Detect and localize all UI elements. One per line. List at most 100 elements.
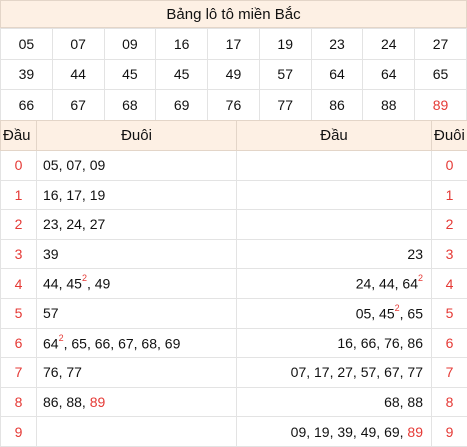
number-list-text: 64: [43, 335, 59, 352]
number-cell: 16: [155, 28, 209, 60]
dau-digit: 6: [0, 327, 37, 359]
head-tail-row: 9 09, 19, 39, 49, 69, 89 9: [0, 416, 467, 447]
number-cell: 86: [310, 89, 364, 121]
number-cell: 88: [362, 89, 416, 121]
header-dau: Đầu: [0, 120, 37, 151]
highlighted-number: 89: [89, 394, 106, 411]
duoi-digit: 5: [431, 297, 467, 329]
duoi-digit: 7: [431, 357, 467, 388]
number-cell: 64: [310, 58, 364, 91]
header-duoi: Đuôi: [36, 120, 237, 151]
number-list-text: 44, 45: [43, 276, 82, 292]
dau-list: 16, 66, 76, 86: [236, 327, 432, 359]
dau-list: 07, 17, 27, 57, 67, 77: [236, 357, 432, 388]
head-tail-row: 6 642, 65, 66, 67, 68, 69 16, 66, 76, 86 6: [0, 327, 467, 359]
numbers-row: 39 44 45 45 49 57 64 64 65: [0, 58, 467, 91]
number-list-text: 39: [43, 246, 59, 263]
number-list-text: 23: [407, 246, 423, 263]
duoi-digit: 4: [431, 268, 467, 299]
header-duoi-right: Đuôi: [431, 120, 467, 151]
duoi-list: 76, 77: [36, 357, 237, 388]
number-list-text: , 65, 66, 67, 68, 69: [63, 335, 181, 352]
number-cell: 45: [155, 58, 209, 91]
dau-list: 68, 88: [236, 386, 432, 418]
number-cell: 27: [414, 28, 467, 60]
number-cell: 39: [0, 58, 53, 91]
number-list-text: , 65: [399, 305, 423, 322]
number-cell: 09: [103, 28, 157, 60]
number-list-text: 05, 45: [355, 305, 395, 322]
dau-list: [236, 150, 432, 181]
number-list-text: 57: [43, 305, 59, 322]
number-list-text: , 49: [86, 276, 111, 292]
count-superscript: 2: [81, 273, 87, 284]
duoi-list: 16, 17, 19: [36, 179, 237, 211]
head-tail-row: 4 44, 452, 49 24, 44, 642 4: [0, 268, 467, 299]
duoi-list: 44, 452, 49: [36, 268, 237, 299]
board-title: Bảng lô tô miền Bắc: [0, 0, 467, 28]
number-cell: 67: [51, 89, 105, 121]
dau-digit: 1: [0, 179, 37, 211]
number-list-text: 24, 44, 64: [355, 276, 418, 292]
duoi-list: 86, 88, 89: [36, 386, 237, 418]
number-cell: 57: [258, 58, 312, 91]
number-cell: 24: [362, 28, 416, 60]
dau-digit: 2: [0, 209, 37, 240]
dau-list: [236, 179, 432, 211]
dau-digit: 7: [0, 357, 37, 388]
number-list-text: 09, 19, 39, 49, 69,: [290, 423, 408, 440]
dau-list: 05, 452, 65: [236, 297, 432, 329]
duoi-digit: 3: [431, 238, 467, 270]
head-tail-row: 0 05, 07, 09 0: [0, 150, 467, 181]
numbers-grid: 05 07 09 16 17 19 23 24 27 39 44 45 45 49 57 64 64 65 66 67…: [0, 28, 467, 121]
head-tail-header-row: Đầu Đuôi Đầu Đuôi: [0, 120, 467, 151]
number-cell: 76: [207, 89, 260, 121]
head-tail-row: 1 16, 17, 19 1: [0, 179, 467, 211]
highlighted-number: 89: [407, 423, 423, 440]
duoi-digit: 0: [431, 150, 467, 181]
number-cell: 05: [0, 28, 53, 60]
dau-list: 23: [236, 238, 432, 270]
number-cell: 49: [207, 58, 260, 91]
head-tail-row: 3 39 23 3: [0, 238, 467, 270]
header-dau-right: Đầu: [236, 120, 432, 151]
number-list-text: 16, 17, 19: [43, 186, 106, 203]
head-tail-row: 2 23, 24, 27 2: [0, 209, 467, 240]
dau-digit: 3: [0, 238, 37, 270]
number-cell: 44: [51, 58, 105, 91]
dau-digit: 0: [0, 150, 37, 181]
duoi-digit: 1: [431, 179, 467, 211]
count-superscript: 2: [394, 302, 400, 313]
number-cell: 89: [414, 89, 467, 121]
numbers-row: 05 07 09 16 17 19 23 24 27: [0, 28, 467, 60]
duoi-list: 23, 24, 27: [36, 209, 237, 240]
number-cell: 23: [310, 28, 364, 60]
number-cell: 66: [0, 89, 53, 121]
dau-list: [236, 209, 432, 240]
number-list-text: 76, 77: [43, 364, 82, 381]
number-list-text: 23, 24, 27: [43, 216, 106, 233]
number-list-text: 05, 07, 09: [43, 157, 106, 174]
count-superscript: 2: [58, 332, 64, 343]
head-tail-row: 7 76, 77 07, 17, 27, 57, 67, 77 7: [0, 357, 467, 388]
number-list-text: 16, 66, 76, 86: [337, 334, 423, 351]
dau-digit: 9: [0, 416, 37, 447]
dau-list: 24, 44, 642: [236, 268, 432, 299]
number-cell: 17: [207, 28, 260, 60]
duoi-digit: 8: [431, 386, 467, 418]
dau-digit: 5: [0, 297, 37, 329]
dau-list: 09, 19, 39, 49, 69, 89: [236, 416, 432, 447]
number-list-text: 07, 17, 27, 57, 67, 77: [290, 364, 423, 381]
number-cell: 69: [155, 89, 209, 121]
number-cell: 19: [258, 28, 312, 60]
count-superscript: 2: [417, 273, 423, 284]
number-list-text: 86, 88,: [43, 394, 90, 411]
head-tail-row: 8 86, 88, 89 68, 88 8: [0, 386, 467, 418]
duoi-digit: 6: [431, 327, 467, 359]
duoi-list: 05, 07, 09: [36, 150, 237, 181]
duoi-list: 57: [36, 297, 237, 329]
number-cell: 65: [414, 58, 467, 91]
number-cell: 77: [258, 89, 312, 121]
head-tail-table: Đầu Đuôi Đầu Đuôi 0 05, 07, 09 0 1 16, 17, 1…: [0, 120, 467, 447]
